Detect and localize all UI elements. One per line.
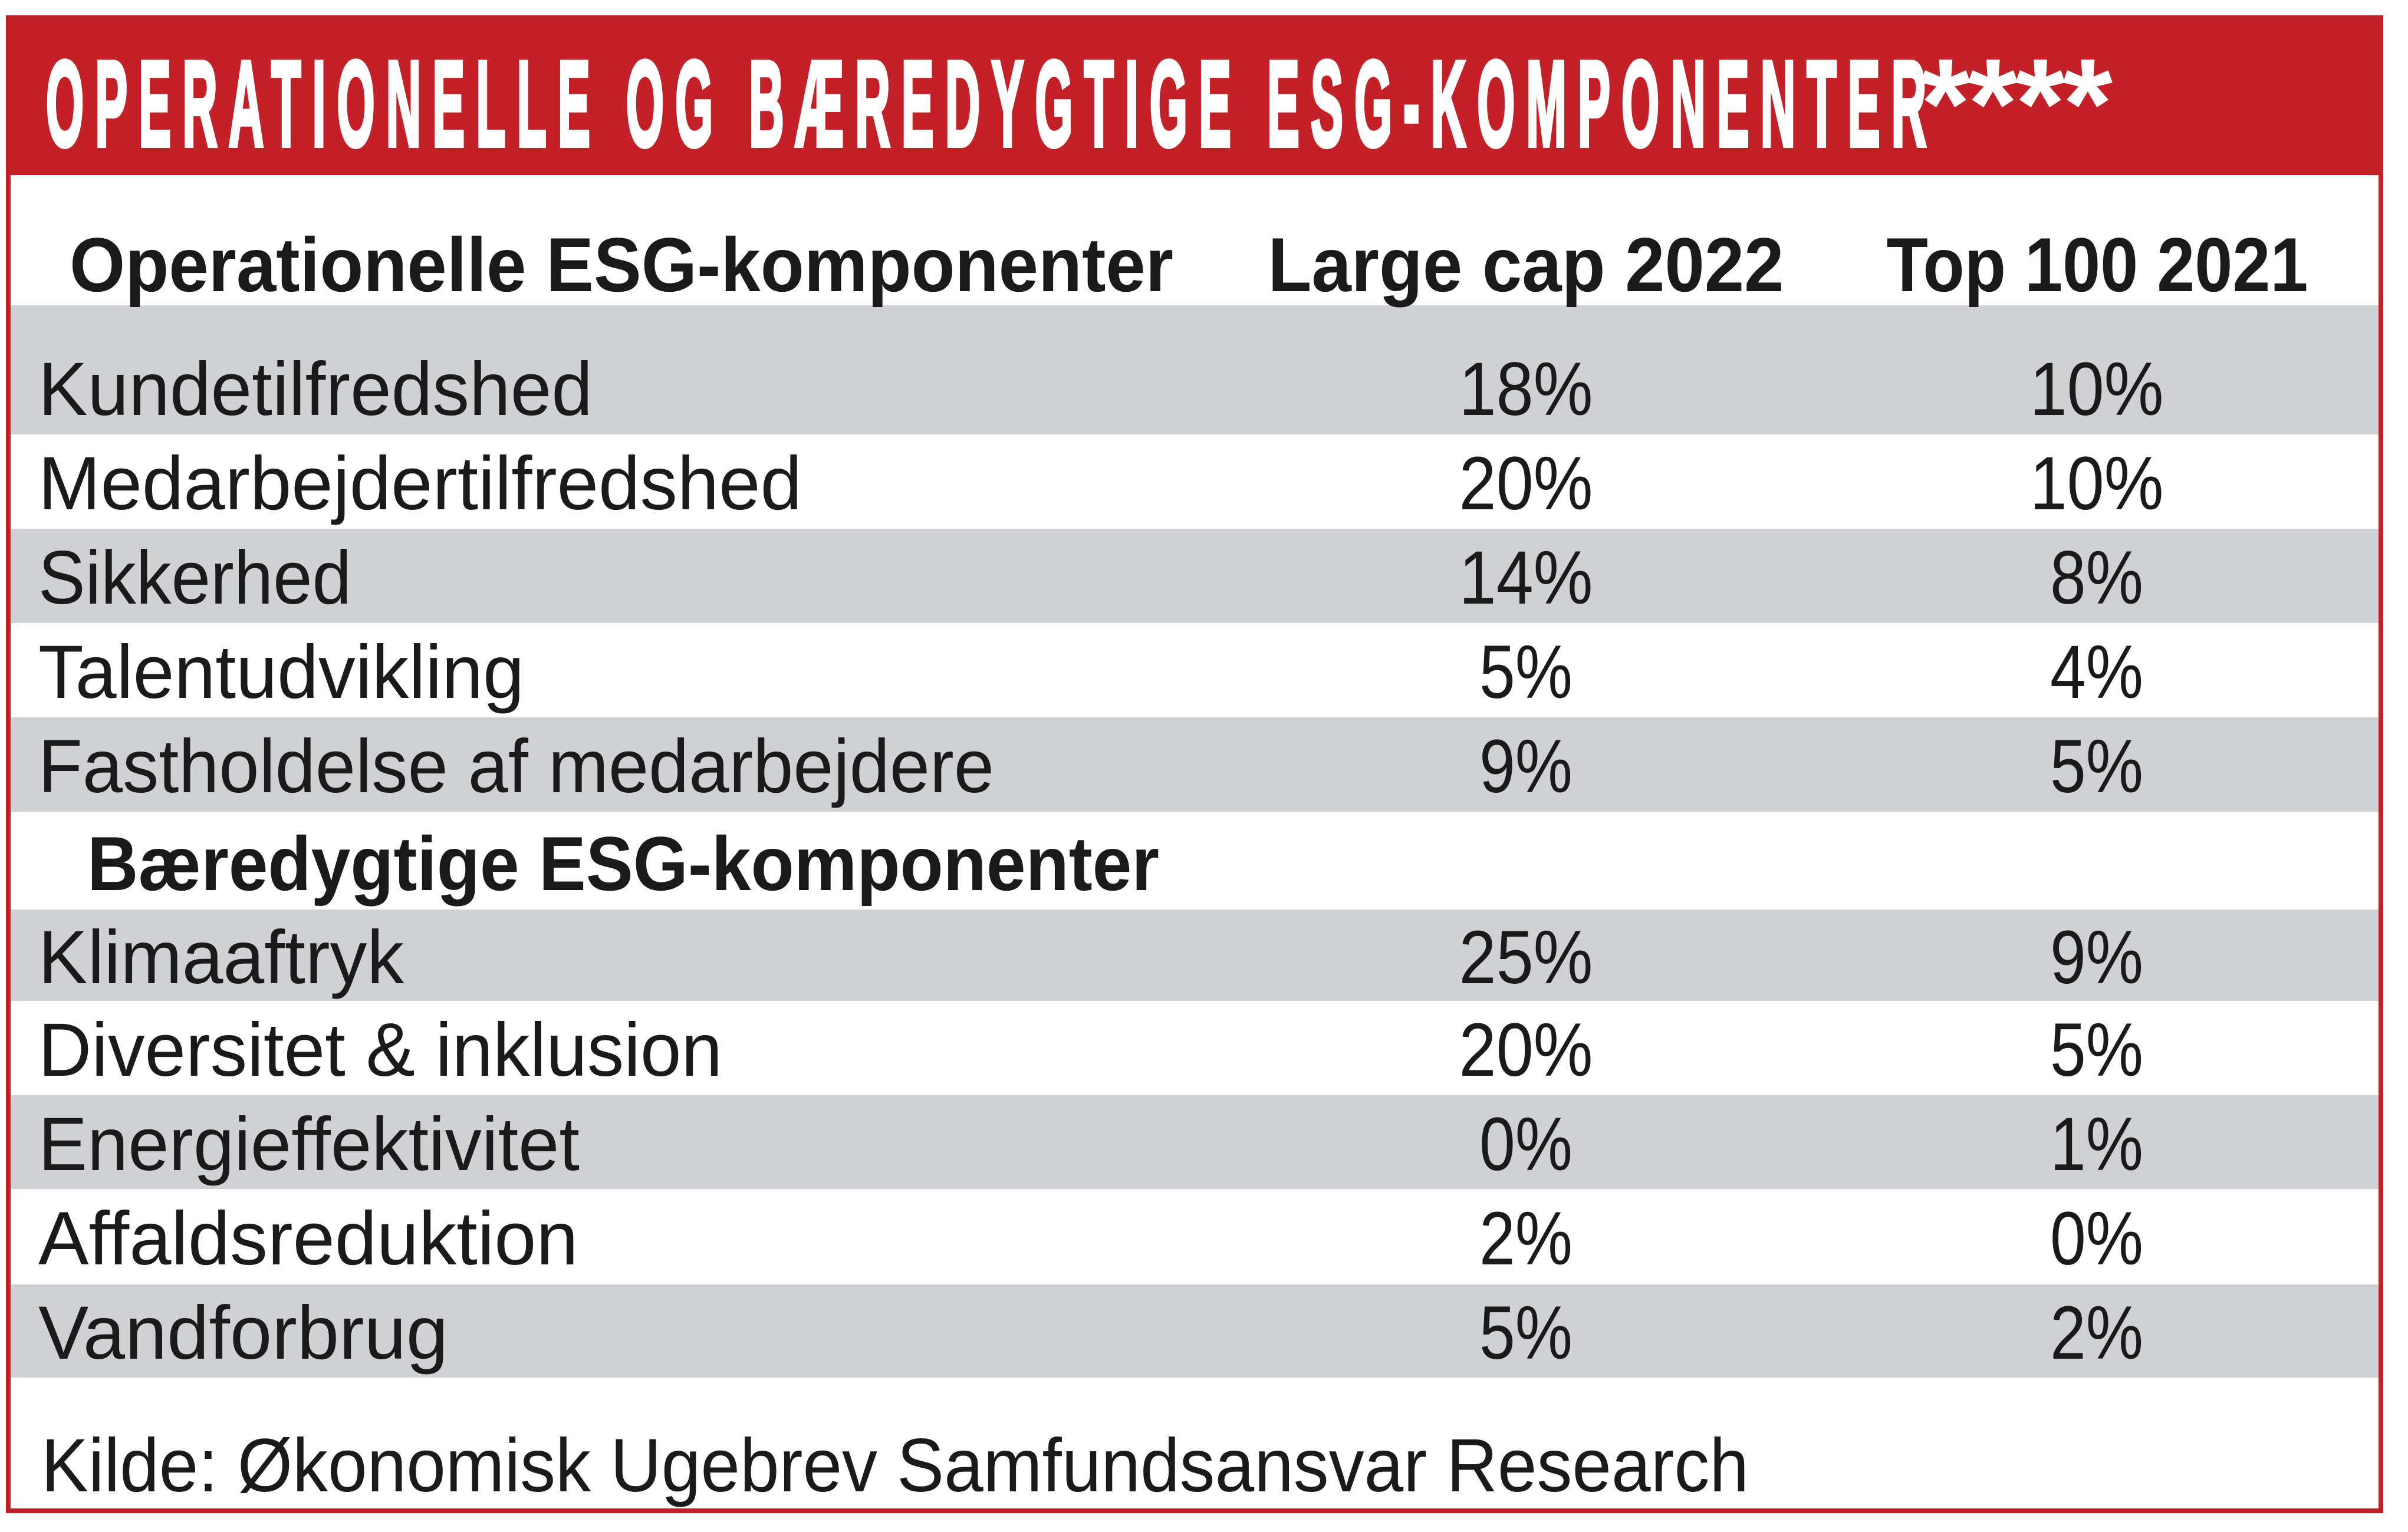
svg-text:Operationelle ESG-komponenter: Operationelle ESG-komponenter [70,222,1173,308]
svg-text:5%: 5% [1479,630,1573,714]
svg-text:8%: 8% [2050,536,2143,620]
svg-text:Klimaaftryk: Klimaaftryk [38,915,404,1000]
svg-text:0%: 0% [1479,1102,1573,1187]
svg-text:Large cap 2022: Large cap 2022 [1268,222,1784,308]
svg-text:5%: 5% [2050,724,2143,809]
svg-text:Bæredygtige ESG-komponenter: Bæredygtige ESG-komponenter [87,821,1159,907]
svg-text:Kundetilfredshed: Kundetilfredshed [38,347,593,431]
svg-text:2%: 2% [1479,1197,1573,1281]
svg-text:Fastholdelse af medarbejdere: Fastholdelse af medarbejdere [38,724,994,809]
svg-text:Kilde: Økonomisk Ugebrev Samfu: Kilde: Økonomisk Ugebrev Samfundsansvar … [41,1424,1749,1508]
svg-text:Diversitet & inklusion: Diversitet & inklusion [38,1008,722,1092]
svg-text:Sikkerhed: Sikkerhed [38,536,351,620]
svg-text:Vandforbrug: Vandforbrug [38,1291,448,1375]
svg-text:20%: 20% [1459,442,1593,526]
svg-text:9%: 9% [2050,915,2143,1000]
svg-text:Top 100 2021: Top 100 2021 [1887,222,2308,308]
svg-text:0%: 0% [2050,1197,2143,1281]
svg-text:2%: 2% [2050,1291,2143,1375]
svg-text:Affaldsreduktion: Affaldsreduktion [38,1197,578,1281]
svg-text:5%: 5% [2050,1008,2143,1092]
svg-text:9%: 9% [1479,724,1573,809]
svg-text:Medarbejdertilfredshed: Medarbejdertilfredshed [38,442,802,526]
svg-text:14%: 14% [1459,536,1593,620]
svg-text:20%: 20% [1459,1008,1593,1092]
svg-text:****: **** [1920,32,2113,176]
svg-text:Talentudvikling: Talentudvikling [38,630,524,714]
svg-text:Energieffektivitet: Energieffektivitet [38,1102,580,1187]
svg-text:10%: 10% [2030,442,2164,526]
svg-text:1%: 1% [2050,1102,2143,1187]
svg-text:10%: 10% [2030,347,2164,431]
svg-text:4%: 4% [2050,630,2143,714]
svg-text:25%: 25% [1459,915,1593,1000]
svg-text:5%: 5% [1479,1291,1573,1375]
svg-text:18%: 18% [1459,347,1593,431]
